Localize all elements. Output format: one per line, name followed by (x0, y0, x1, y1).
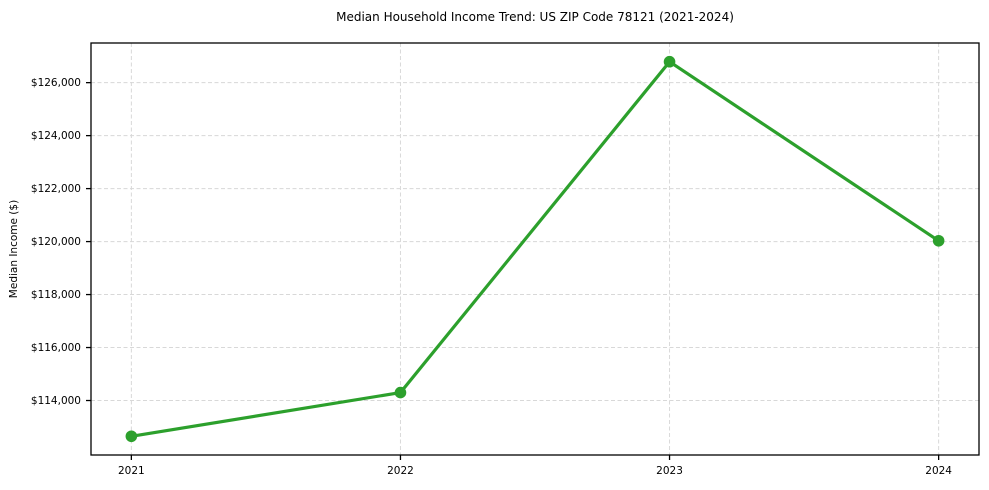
data-point-2023 (663, 55, 676, 68)
plot-border (90, 42, 980, 456)
data-point-2022 (394, 386, 407, 399)
x-tick-label: 2021 (118, 465, 145, 477)
y-tick-label: $126,000 (31, 77, 81, 89)
trend-line (129, 60, 941, 438)
y-tick-label: $118,000 (31, 289, 81, 301)
y-tick-label: $120,000 (31, 236, 81, 248)
y-tick-label: $124,000 (31, 130, 81, 142)
y-tick-label: $116,000 (31, 342, 81, 354)
y-tick-label: $122,000 (31, 183, 81, 195)
x-tick-label: 2023 (656, 465, 683, 477)
x-tick-label: 2024 (925, 465, 952, 477)
y-tick-label: $114,000 (31, 395, 81, 407)
x-tick-label: 2022 (387, 465, 414, 477)
data-point-2021 (125, 430, 138, 443)
data-point-2024 (932, 234, 945, 247)
y-axis-label: Median Income ($) (8, 199, 20, 299)
chart-title: Median Household Income Trend: US ZIP Co… (336, 10, 734, 24)
